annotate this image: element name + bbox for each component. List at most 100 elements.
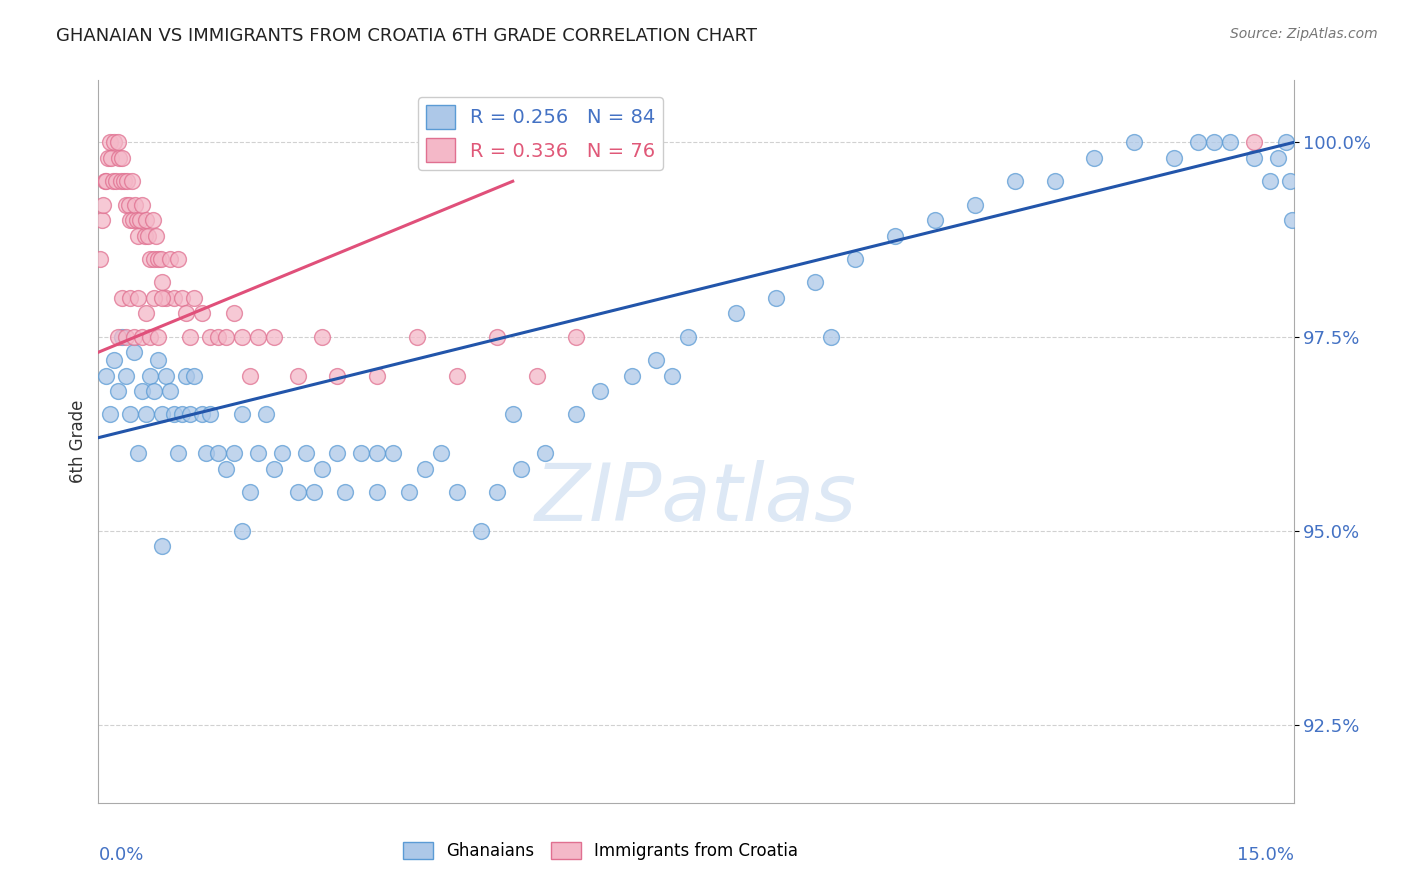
Point [198, 329, 221, 343]
Point [115, 329, 138, 343]
Point [335, 485, 357, 500]
Point [139, 329, 162, 343]
Point [111, 151, 134, 165]
Point [135, 213, 157, 227]
Point [924, 213, 946, 227]
Point [114, 197, 136, 211]
Point [111, 291, 134, 305]
Point [884, 228, 907, 243]
Point [107, 384, 129, 398]
Point [159, 384, 181, 398]
Point [1219, 136, 1241, 150]
Point [502, 408, 524, 422]
Point [148, 353, 170, 368]
Point [124, 345, 146, 359]
Y-axis label: 6th Grade: 6th Grade [69, 400, 87, 483]
Point [191, 306, 214, 320]
Point [1123, 136, 1146, 150]
Point [645, 353, 668, 368]
Point [311, 461, 333, 475]
Point [121, 174, 143, 188]
Point [676, 329, 699, 343]
Legend: Ghanaians, Immigrants from Croatia: Ghanaians, Immigrants from Croatia [396, 835, 804, 867]
Point [96, 174, 118, 188]
Point [413, 461, 436, 475]
Point [406, 329, 429, 343]
Point [107, 136, 129, 150]
Point [120, 408, 142, 422]
Point [263, 461, 285, 475]
Point [94, 174, 117, 188]
Point [174, 368, 197, 383]
Point [661, 368, 683, 383]
Point [150, 275, 173, 289]
Point [302, 485, 325, 500]
Point [183, 368, 205, 383]
Point [239, 485, 262, 500]
Point [155, 291, 177, 305]
Point [263, 329, 285, 343]
Point [191, 408, 214, 422]
Point [172, 408, 194, 422]
Point [125, 213, 148, 227]
Point [565, 329, 588, 343]
Point [124, 329, 146, 343]
Point [120, 291, 142, 305]
Point [131, 329, 153, 343]
Point [122, 213, 145, 227]
Text: ZIPatlas: ZIPatlas [534, 460, 858, 539]
Point [804, 275, 827, 289]
Point [131, 384, 153, 398]
Point [311, 329, 333, 343]
Point [963, 197, 986, 211]
Point [222, 446, 245, 460]
Point [1187, 136, 1209, 150]
Point [128, 213, 150, 227]
Point [366, 485, 388, 500]
Point [366, 368, 388, 383]
Point [108, 151, 131, 165]
Point [103, 136, 125, 150]
Point [120, 213, 142, 227]
Point [246, 446, 269, 460]
Point [231, 524, 253, 538]
Point [398, 485, 420, 500]
Point [131, 197, 153, 211]
Point [509, 461, 531, 475]
Point [127, 228, 149, 243]
Point [1202, 136, 1225, 150]
Point [287, 485, 309, 500]
Point [589, 384, 612, 398]
Point [724, 306, 747, 320]
Point [621, 368, 644, 383]
Point [98, 136, 121, 150]
Point [111, 329, 134, 343]
Point [207, 329, 229, 343]
Point [1163, 151, 1185, 165]
Point [470, 524, 492, 538]
Point [174, 306, 197, 320]
Point [195, 446, 218, 460]
Point [1243, 136, 1265, 150]
Point [103, 353, 125, 368]
Point [148, 252, 170, 266]
Point [143, 291, 166, 305]
Point [127, 291, 149, 305]
Point [150, 291, 173, 305]
Point [222, 306, 245, 320]
Point [148, 329, 170, 343]
Point [89, 252, 111, 266]
Point [1243, 151, 1265, 165]
Text: 0.0%: 0.0% [98, 847, 143, 864]
Point [765, 291, 787, 305]
Point [150, 408, 173, 422]
Point [150, 540, 173, 554]
Point [215, 461, 238, 475]
Point [1083, 151, 1105, 165]
Point [820, 329, 842, 343]
Point [167, 252, 190, 266]
Point [198, 408, 221, 422]
Point [163, 291, 186, 305]
Point [1004, 174, 1026, 188]
Point [96, 368, 118, 383]
